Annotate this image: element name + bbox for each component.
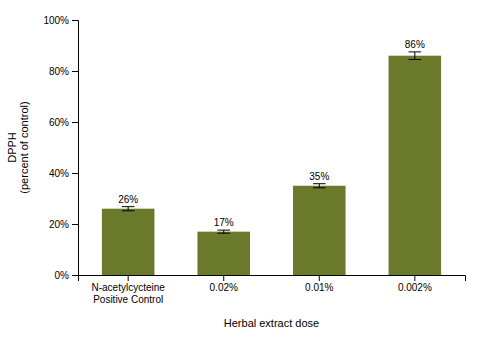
y-tick: 0% — [55, 270, 78, 281]
error-bar — [409, 52, 422, 60]
data-labels: 26% 17% 35% 86% — [118, 39, 425, 228]
text-line: Positive Control — [93, 294, 163, 305]
x-tick-label: 0.002% — [398, 282, 432, 293]
data-label: 17% — [214, 217, 234, 228]
bar — [102, 209, 155, 275]
y-tick: 100% — [43, 15, 78, 26]
y-tick: 60% — [49, 117, 78, 128]
y-axis-title: DPPH(percent of control) — [6, 101, 31, 193]
y-tick: 40% — [49, 168, 78, 179]
x-tick: 0.02% — [210, 275, 238, 293]
x-tick-mark — [319, 275, 320, 281]
x-tick-label: 0.02% — [210, 282, 238, 293]
text-line: Herbal extract dose — [224, 317, 319, 329]
x-axis: N-acetylcycteinePositive Control 0.02% 0.0… — [79, 275, 466, 305]
y-axis-line — [72, 21, 79, 276]
y-tick-label: 40% — [49, 168, 69, 179]
x-tick: 0.002% — [398, 275, 432, 293]
data-label: 26% — [118, 194, 138, 205]
x-tick-label: 0.01% — [305, 282, 333, 293]
x-tick-mark — [414, 275, 415, 281]
y-tick-mark — [72, 224, 78, 225]
y-tick-label: 20% — [49, 219, 69, 230]
y-tick: 80% — [49, 66, 78, 77]
data-label: 35% — [309, 171, 329, 182]
y-tick-mark — [72, 20, 78, 21]
y-tick-label: 60% — [49, 117, 69, 128]
x-axis-title: Herbal extract dose — [224, 317, 319, 329]
y-tick-mark — [72, 122, 78, 123]
y-tick: 20% — [49, 219, 78, 230]
y-tick-mark — [72, 71, 78, 72]
x-tick: 0.01% — [305, 275, 333, 293]
x-tick-label: N-acetylcycteinePositive Control — [91, 282, 165, 305]
error-bar — [122, 207, 135, 211]
bar — [197, 232, 250, 275]
plot-area: 0% 20% 40% 60% 80% 100% N-acetylcycteinePositi… — [43, 15, 465, 305]
text-line: 0.01% — [305, 282, 333, 293]
y-tick-label: 0% — [55, 270, 70, 281]
bar — [293, 186, 346, 275]
text-line: DPPH — [6, 132, 18, 163]
x-tick-mark — [223, 275, 224, 281]
text-line: 0.02% — [210, 282, 238, 293]
y-tick-label: 100% — [43, 15, 69, 26]
y-tick-label: 80% — [49, 66, 69, 77]
x-axis-line — [79, 276, 466, 282]
error-bar — [313, 184, 326, 188]
y-axis: 0% 20% 40% 60% 80% 100% — [43, 15, 78, 281]
x-tick: N-acetylcycteinePositive Control — [91, 275, 165, 305]
marks — [102, 52, 441, 275]
y-tick-mark — [72, 173, 78, 174]
text-line: N-acetylcycteine — [91, 282, 165, 293]
text-line: (percent of control) — [18, 101, 30, 193]
y-tick-mark — [72, 275, 78, 276]
chart: 0% 20% 40% 60% 80% 100% N-acetylcycteinePositi… — [0, 0, 480, 337]
bar — [389, 56, 442, 275]
text-line: 0.002% — [398, 282, 432, 293]
x-tick-mark — [128, 275, 129, 281]
data-label: 86% — [405, 39, 425, 50]
error-bar — [217, 230, 230, 233]
